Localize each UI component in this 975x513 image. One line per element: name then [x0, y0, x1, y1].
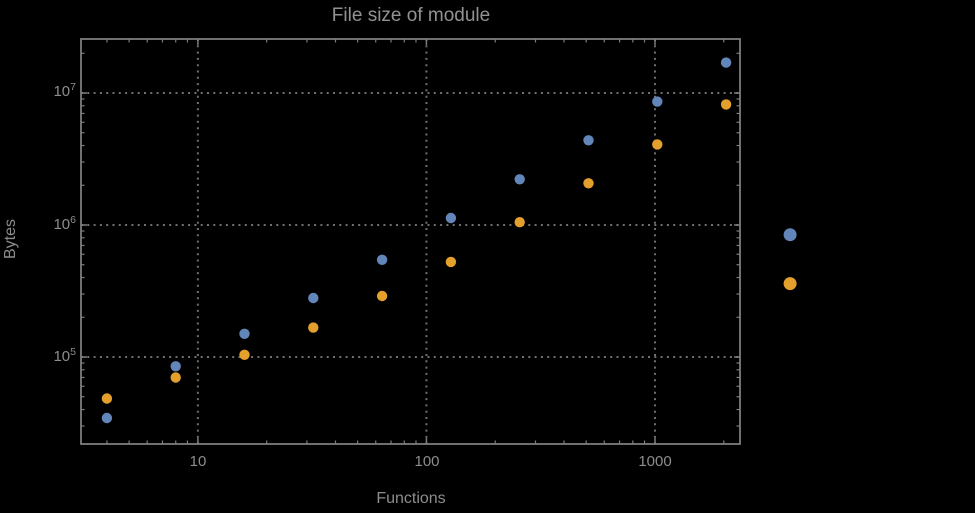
y-tick-exponent: 6 — [70, 214, 76, 226]
data-point-series-1-blue — [101, 412, 113, 424]
x-tick-label-1000: 1000 — [638, 453, 672, 470]
data-point-series-2-orange — [376, 290, 388, 302]
y-tick-label-1e6: 106 — [0, 214, 76, 234]
data-point-series-2-orange — [583, 178, 594, 189]
data-point-series-1-blue — [583, 135, 594, 146]
y-tick-exponent: 5 — [70, 346, 76, 358]
data-point-series-2-orange — [170, 372, 181, 383]
legend-marker-series-1-blue — [783, 228, 797, 242]
legend-marker-series-2-orange — [783, 277, 797, 291]
data-point-series-1-blue — [720, 57, 732, 68]
data-point-series-2-orange — [308, 322, 319, 333]
x-tick-label-100: 100 — [414, 453, 440, 470]
y-tick-label-1e7: 107 — [0, 81, 76, 101]
data-point-series-1-blue — [239, 328, 250, 339]
data-point-series-2-orange — [239, 349, 250, 360]
data-point-series-2-orange — [720, 99, 732, 110]
plot-title: File size of module — [331, 5, 491, 26]
data-point-series-1-blue — [170, 361, 181, 372]
y-tick-label-1e5: 105 — [0, 346, 76, 366]
x-axis-label: Functions — [376, 490, 446, 507]
data-point-series-2-orange — [652, 139, 663, 150]
y-tick-base: 10 — [53, 83, 71, 100]
plot-frame — [80, 38, 741, 445]
data-point-series-2-orange — [445, 256, 457, 268]
data-point-series-2-orange — [101, 393, 113, 404]
data-point-series-1-blue — [376, 254, 388, 265]
data-point-series-1-blue — [652, 96, 663, 107]
data-point-series-1-blue — [308, 292, 319, 304]
data-point-series-1-blue — [514, 174, 525, 185]
data-point-series-1-blue — [445, 212, 457, 224]
y-tick-base: 10 — [53, 348, 71, 365]
data-point-series-2-orange — [514, 217, 525, 228]
x-tick-label-10: 10 — [189, 453, 207, 470]
y-tick-base: 10 — [53, 216, 71, 233]
y-tick-exponent: 7 — [70, 81, 76, 93]
